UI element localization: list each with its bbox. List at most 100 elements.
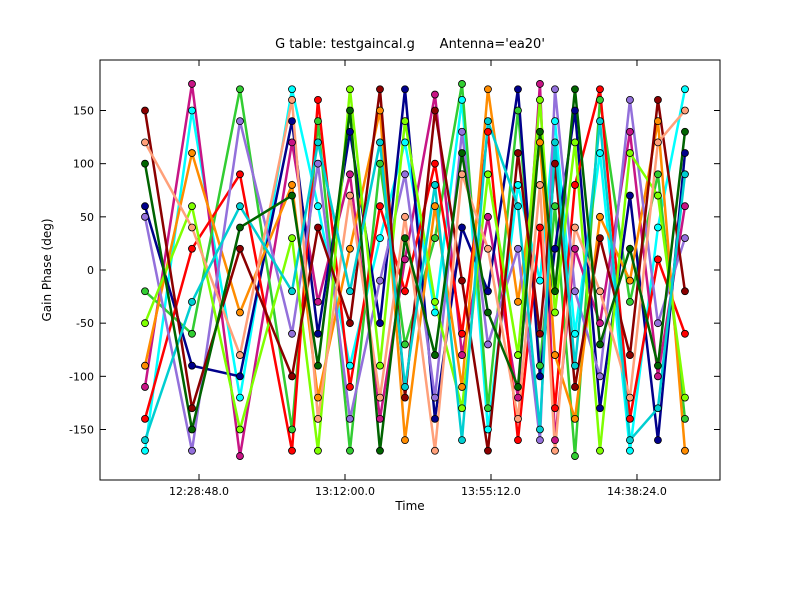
data-point xyxy=(536,276,544,285)
data-point xyxy=(514,202,522,211)
data-point xyxy=(571,383,579,391)
data-point xyxy=(681,329,689,338)
data-point xyxy=(626,244,634,253)
data-point xyxy=(458,223,466,232)
data-point xyxy=(458,276,466,285)
data-point xyxy=(376,414,384,423)
data-point xyxy=(346,191,354,200)
data-point xyxy=(626,446,634,455)
data-point xyxy=(188,244,196,253)
data-point xyxy=(458,404,466,413)
y-axis-label: Gain Phase (deg) xyxy=(40,218,54,321)
data-point xyxy=(141,319,149,328)
data-point xyxy=(514,436,522,445)
data-point xyxy=(551,244,559,253)
data-point xyxy=(681,202,689,211)
data-point xyxy=(514,383,522,391)
data-point xyxy=(596,319,604,328)
data-point xyxy=(236,202,244,211)
data-point xyxy=(626,297,634,306)
data-point xyxy=(626,351,634,359)
data-point xyxy=(484,212,492,221)
y-tick-label: -50 xyxy=(76,317,94,330)
data-point xyxy=(141,446,149,455)
data-point xyxy=(401,138,409,147)
data-point xyxy=(571,287,579,296)
data-point xyxy=(551,446,559,455)
data-point xyxy=(346,244,354,253)
data-point xyxy=(431,181,439,189)
data-point xyxy=(484,244,492,253)
data-point xyxy=(484,446,492,455)
data-point xyxy=(401,234,409,243)
y-tick-label: -150 xyxy=(69,423,94,436)
data-point xyxy=(288,191,296,200)
data-point xyxy=(681,234,689,243)
data-point xyxy=(571,106,579,115)
data-point xyxy=(654,361,662,370)
data-point xyxy=(536,95,544,104)
data-point xyxy=(596,287,604,296)
data-point xyxy=(188,202,196,211)
data-point xyxy=(484,340,492,349)
data-point xyxy=(514,351,522,359)
data-point xyxy=(571,329,579,338)
data-point xyxy=(431,414,439,423)
data-point xyxy=(484,287,492,296)
data-point xyxy=(288,117,296,126)
data-point xyxy=(431,446,439,455)
data-point xyxy=(431,202,439,211)
chart-title: G table: testgaincal.g Antenna='ea20' xyxy=(275,37,545,52)
data-point xyxy=(596,404,604,413)
data-point xyxy=(346,446,354,455)
data-point xyxy=(551,436,559,445)
data-point xyxy=(141,436,149,445)
data-point xyxy=(654,191,662,200)
data-point xyxy=(401,85,409,94)
data-point xyxy=(626,127,634,136)
data-point xyxy=(596,212,604,221)
data-point xyxy=(431,351,439,359)
data-point xyxy=(188,297,196,306)
data-point xyxy=(288,181,296,189)
data-point xyxy=(551,159,559,168)
data-point xyxy=(536,425,544,434)
data-point xyxy=(458,436,466,445)
data-point xyxy=(141,414,149,423)
data-point xyxy=(596,95,604,104)
data-point xyxy=(626,436,634,445)
data-point xyxy=(484,117,492,126)
data-point xyxy=(596,85,604,94)
data-point xyxy=(596,117,604,126)
data-point xyxy=(141,106,149,115)
data-point xyxy=(551,138,559,147)
data-point xyxy=(654,404,662,413)
data-point xyxy=(188,361,196,370)
data-point xyxy=(236,85,244,94)
data-point xyxy=(288,329,296,338)
data-point xyxy=(571,181,579,189)
data-point xyxy=(346,170,354,179)
data-point xyxy=(681,287,689,296)
data-point xyxy=(431,90,439,99)
data-point xyxy=(376,85,384,94)
data-point xyxy=(376,446,384,455)
data-point xyxy=(514,393,522,402)
data-point xyxy=(346,383,354,391)
data-point xyxy=(551,351,559,359)
data-point xyxy=(288,85,296,94)
data-point xyxy=(654,170,662,179)
data-point xyxy=(376,276,384,285)
data-point xyxy=(431,234,439,243)
data-point xyxy=(401,287,409,296)
data-point xyxy=(431,297,439,306)
data-point xyxy=(681,149,689,157)
data-point xyxy=(376,106,384,115)
data-point xyxy=(654,436,662,445)
data-point xyxy=(346,127,354,136)
data-point xyxy=(571,414,579,423)
data-point xyxy=(431,393,439,402)
y-tick-label: 100 xyxy=(73,158,94,171)
x-tick-label: 13:12:00.0 xyxy=(315,485,375,498)
